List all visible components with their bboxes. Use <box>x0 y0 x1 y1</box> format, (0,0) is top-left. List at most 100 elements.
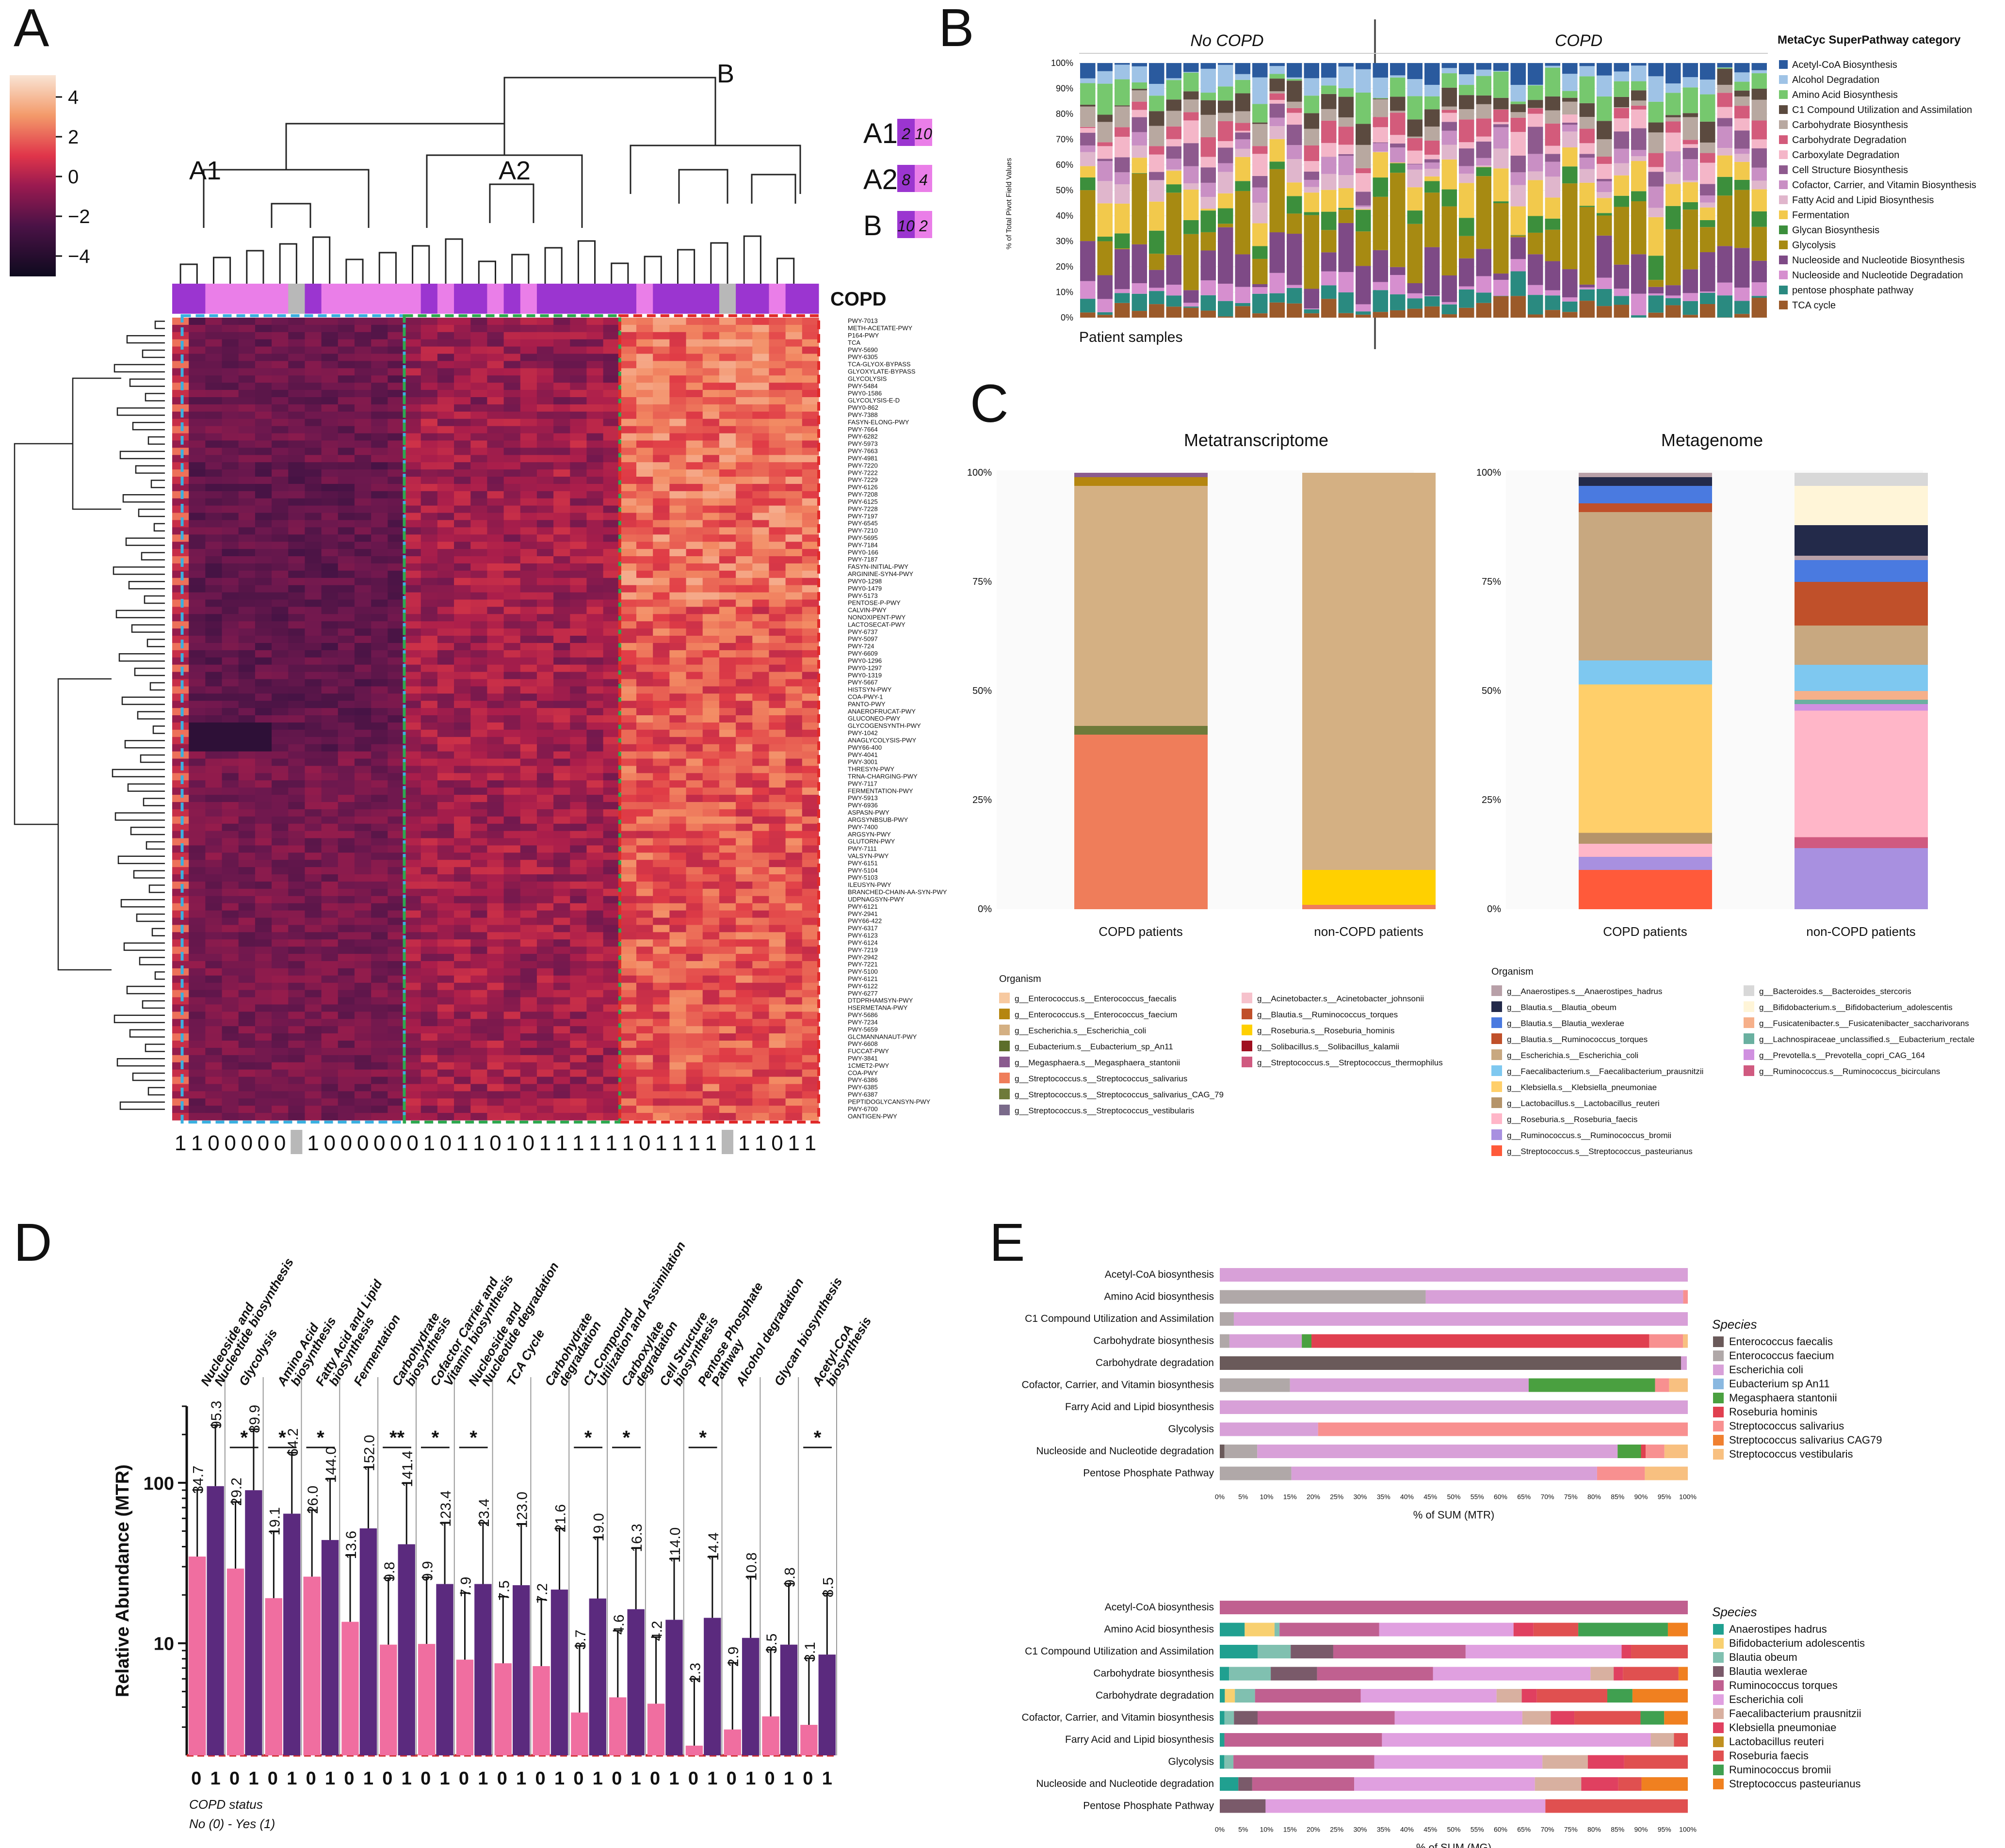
heatmap-cell <box>205 570 223 579</box>
heatmap-cell <box>172 440 189 448</box>
heatmap-cell <box>719 903 736 911</box>
heatmap-cell <box>536 982 554 991</box>
heatmap-cell <box>420 961 438 969</box>
heatmap-cell <box>669 1004 687 1012</box>
heatmap-cell <box>404 795 421 803</box>
heatmap-cell <box>454 462 471 470</box>
heatmap-cell <box>653 917 670 926</box>
stack-segment <box>1149 201 1164 231</box>
heatmap-cell <box>454 939 471 947</box>
heatmap-cell <box>305 411 322 419</box>
heatmap-cell <box>189 838 206 846</box>
heatmap-cell <box>553 650 570 658</box>
heatmap-cell <box>305 628 322 636</box>
heatmap-cell <box>288 549 306 557</box>
heatmap-cell <box>205 664 223 673</box>
heatmap-cell <box>619 426 637 434</box>
heatmap-cell <box>388 1047 405 1056</box>
heatmap-cell <box>487 390 504 398</box>
heatmap-cell <box>338 440 355 448</box>
heatmap-cell <box>686 1091 703 1099</box>
heatmap-cell <box>719 636 736 643</box>
heatmap-cell <box>205 426 223 434</box>
y-tick-label: 50% <box>1056 186 1073 195</box>
heatmap-cell <box>404 679 421 687</box>
heatmap-cell <box>205 1106 223 1113</box>
heatmap-cell <box>354 997 372 1005</box>
heatmap-cell <box>669 498 687 506</box>
heatmap-cell <box>769 737 786 745</box>
heatmap-cell <box>752 715 770 723</box>
heatmap-cell <box>520 1004 537 1012</box>
y-tick-label: 80% <box>1056 109 1073 119</box>
heatmap-cell <box>437 505 454 514</box>
heatmap-cell <box>255 686 272 694</box>
heatmap-cell <box>388 693 405 701</box>
heatmap-cell <box>338 477 355 484</box>
heatmap-cell <box>255 715 272 723</box>
heatmap-cell <box>636 650 653 658</box>
heatmap-cell <box>603 744 620 752</box>
y-axis-label: % of Total Pivot Field Values <box>1005 158 1013 250</box>
heatmap-cell <box>487 787 504 795</box>
heatmap-cell <box>470 838 488 846</box>
heatmap-cell <box>172 838 189 846</box>
heatmap-cell <box>354 860 372 868</box>
heatmap-cell <box>238 332 256 340</box>
heatmap-cell <box>388 383 405 390</box>
heatmap-cell <box>619 383 637 390</box>
heatmap-cell <box>371 693 388 701</box>
heatmap-cell <box>172 852 189 860</box>
heatmap-cell <box>454 549 471 557</box>
heatmap-cell <box>603 426 620 434</box>
row-label: PWY-6700 <box>848 1105 878 1112</box>
heatmap-cell <box>354 469 372 477</box>
heatmap-cell <box>669 636 687 643</box>
heatmap-cell <box>686 1019 703 1027</box>
heatmap-cell <box>371 939 388 947</box>
heatmap-cell <box>404 570 421 579</box>
heatmap-cell <box>222 917 239 926</box>
dendro-link <box>149 682 165 691</box>
heatmap-cell <box>338 563 355 571</box>
heatmap-cell <box>769 570 786 579</box>
dendro-link <box>129 1029 165 1038</box>
stack-segment <box>1269 273 1285 293</box>
status-digit: 1 <box>423 1131 435 1155</box>
heatmap-cell <box>338 961 355 969</box>
heatmap-cell <box>769 433 786 441</box>
heatmap-cell <box>354 397 372 405</box>
row-label: PWY-6387 <box>848 1091 878 1098</box>
annotation-cell <box>238 284 256 314</box>
heatmap-cell <box>536 462 554 470</box>
heatmap-cell <box>371 831 388 839</box>
heatmap-cell <box>586 802 604 810</box>
heatmap-cell <box>189 404 206 412</box>
heatmap-cell <box>404 599 421 607</box>
heatmap-cell <box>288 542 306 549</box>
row-label: FASYN-ELONG-PWY <box>848 418 909 426</box>
heatmap-cell <box>686 657 703 665</box>
heatmap-cell <box>619 643 637 651</box>
heatmap-cell <box>702 947 720 954</box>
heatmap-cell <box>503 621 521 629</box>
heatmap-cell <box>802 534 819 542</box>
heatmap-cell <box>454 932 471 940</box>
heatmap-cell <box>603 599 620 607</box>
heatmap-cell <box>272 722 289 730</box>
heatmap-cell <box>321 961 339 969</box>
heatmap-cell <box>636 318 653 325</box>
heatmap-cell <box>305 802 322 810</box>
heatmap-cell <box>653 332 670 340</box>
heatmap-cell <box>420 947 438 954</box>
heatmap-cell <box>222 513 239 521</box>
heatmap-cell <box>388 845 405 853</box>
heatmap-cell <box>669 1012 687 1019</box>
heatmap-cell <box>586 628 604 636</box>
heatmap-cell <box>321 477 339 484</box>
heatmap-cell <box>305 744 322 752</box>
heatmap-cell <box>172 1069 189 1077</box>
stack-segment <box>1373 77 1388 98</box>
heatmap-cell <box>520 411 537 419</box>
heatmap-cell <box>520 607 537 614</box>
